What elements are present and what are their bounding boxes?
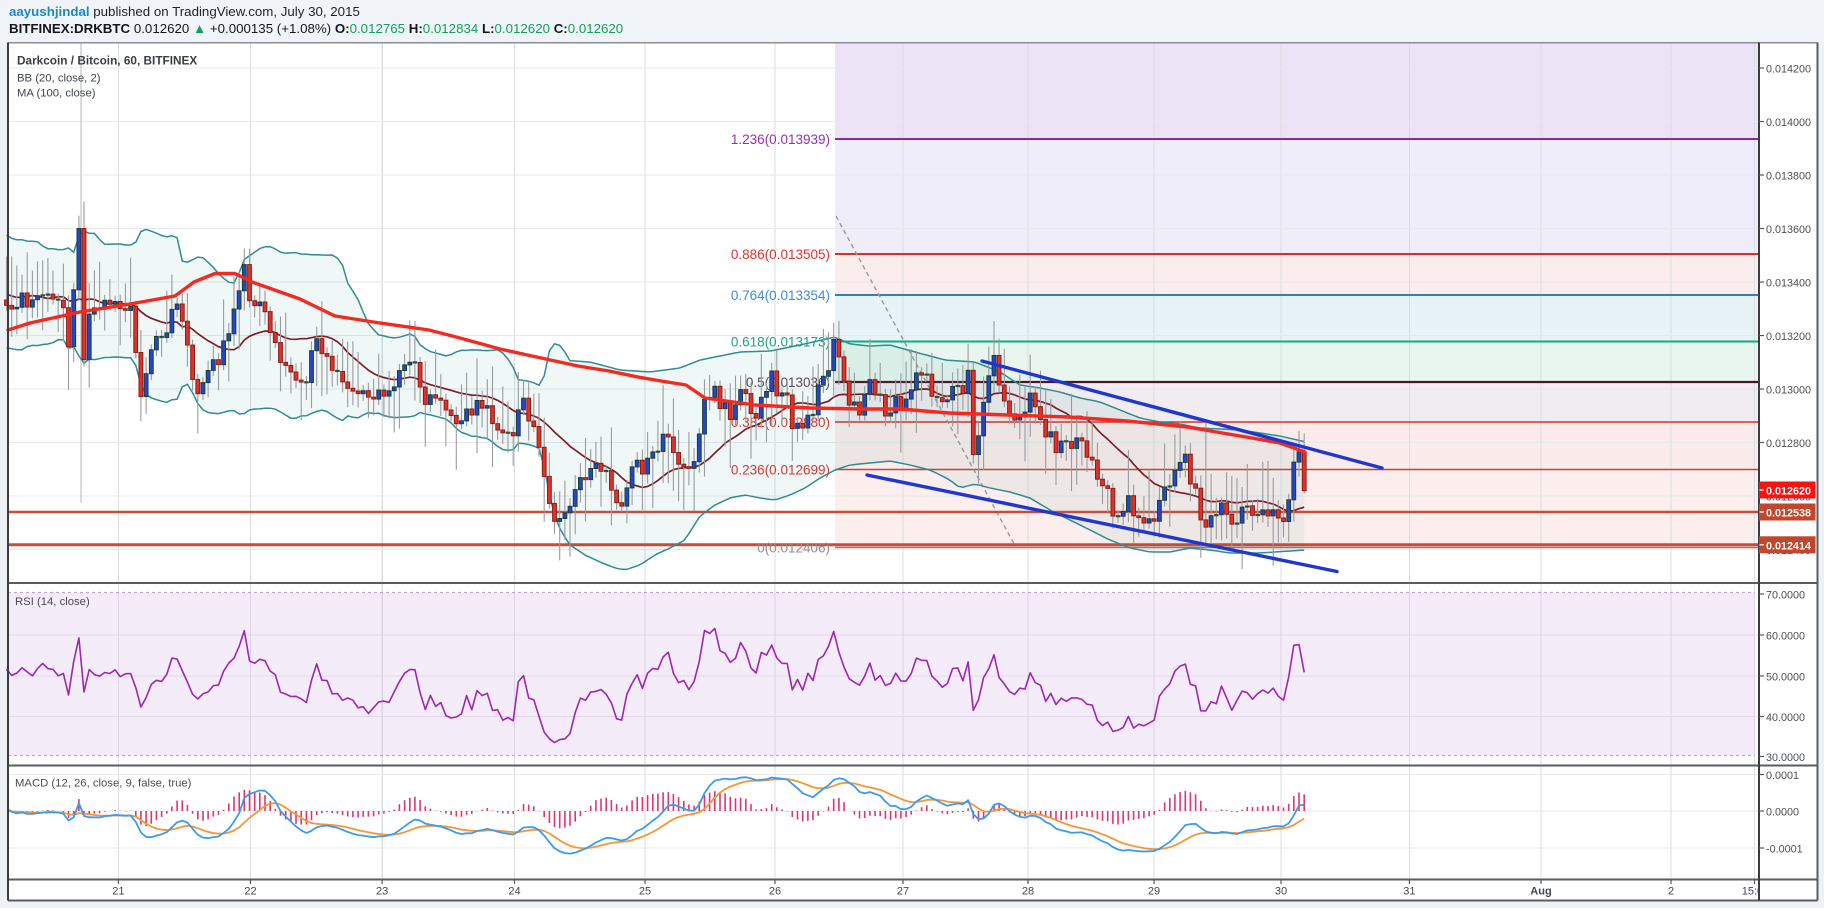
- svg-text:MA (100, close): MA (100, close): [17, 88, 96, 100]
- svg-text:30: 30: [1275, 886, 1287, 898]
- svg-text:Aug: Aug: [1530, 886, 1551, 898]
- svg-text:21: 21: [112, 886, 124, 898]
- svg-text:22: 22: [244, 886, 256, 898]
- svg-text:aayushjindal published on Trad: aayushjindal published on TradingView.co…: [9, 4, 360, 19]
- svg-text:0.012800: 0.012800: [1766, 438, 1811, 450]
- svg-text:60.0000: 60.0000: [1766, 631, 1805, 643]
- svg-text:0.012414: 0.012414: [1766, 540, 1811, 552]
- svg-text:50.0000: 50.0000: [1766, 672, 1805, 684]
- svg-text:0.014200: 0.014200: [1766, 64, 1811, 76]
- svg-text:Darkcoin / Bitcoin, 60, BITFIN: Darkcoin / Bitcoin, 60, BITFINEX: [17, 54, 197, 68]
- svg-text:2: 2: [1668, 886, 1674, 898]
- svg-text:29: 29: [1148, 886, 1160, 898]
- svg-text:0(0.012406): 0(0.012406): [757, 541, 830, 556]
- svg-text:25: 25: [639, 886, 651, 898]
- svg-text:40.0000: 40.0000: [1766, 712, 1805, 724]
- svg-text:26: 26: [769, 886, 781, 898]
- svg-text:0.012538: 0.012538: [1766, 508, 1811, 520]
- svg-text:0.236(0.012699): 0.236(0.012699): [731, 463, 830, 478]
- svg-text:23: 23: [376, 886, 388, 898]
- svg-text:0.886(0.013505): 0.886(0.013505): [731, 247, 830, 262]
- svg-text:BITFINEX:DRKBTC 0.012620 ▲ +0: BITFINEX:DRKBTC 0.012620 ▲ +0.000135 (+1…: [9, 21, 623, 36]
- svg-text:0.0000: 0.0000: [1766, 807, 1799, 819]
- svg-text:0.618(0.013173): 0.618(0.013173): [731, 335, 830, 350]
- svg-text:0.013200: 0.013200: [1766, 331, 1811, 343]
- svg-text:-0.0001: -0.0001: [1766, 844, 1803, 856]
- svg-text:0.013000: 0.013000: [1766, 385, 1811, 397]
- svg-text:0.0001: 0.0001: [1766, 770, 1799, 782]
- svg-text:24: 24: [508, 886, 520, 898]
- svg-text:27: 27: [897, 886, 909, 898]
- svg-text:BB (20, close, 2): BB (20, close, 2): [17, 73, 101, 85]
- svg-text:0.764(0.013354): 0.764(0.013354): [731, 288, 830, 303]
- svg-text:28: 28: [1022, 886, 1034, 898]
- svg-text:RSI (14, close): RSI (14, close): [15, 596, 90, 608]
- svg-text:30.0000: 30.0000: [1766, 752, 1805, 764]
- svg-text:0.013600: 0.013600: [1766, 224, 1811, 236]
- svg-text:31: 31: [1403, 886, 1415, 898]
- svg-text:0.013800: 0.013800: [1766, 171, 1811, 183]
- svg-text:0.013400: 0.013400: [1766, 278, 1811, 290]
- svg-text:1.236(0.013939): 1.236(0.013939): [731, 132, 830, 147]
- svg-text:70.0000: 70.0000: [1766, 590, 1805, 602]
- svg-text:MACD (12, 26, close, 9, false,: MACD (12, 26, close, 9, false, true): [15, 778, 192, 790]
- svg-text:0.014000: 0.014000: [1766, 117, 1811, 129]
- svg-text:15:00: 15:00: [1742, 886, 1770, 898]
- svg-text:0.012620: 0.012620: [1766, 486, 1811, 498]
